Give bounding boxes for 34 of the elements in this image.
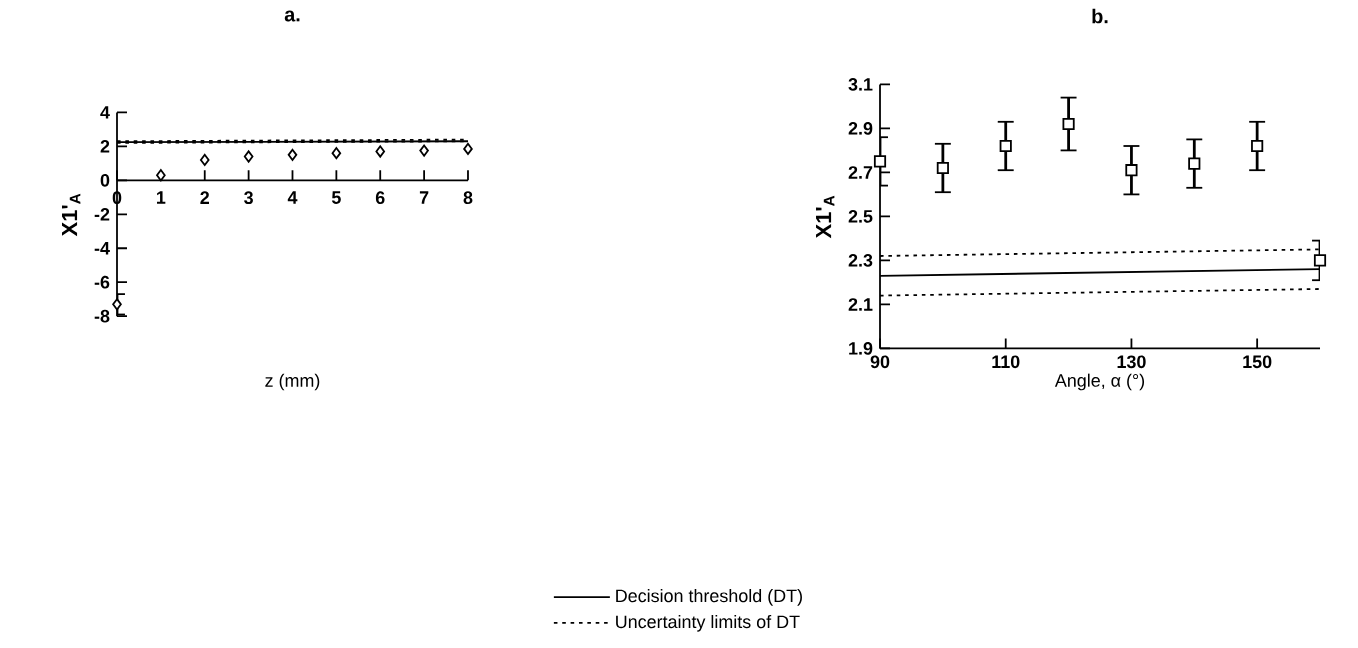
y-axis-title: X1'$_{A}$: [816, 195, 835, 239]
x-tick-label: 5: [331, 191, 341, 204]
y-tick-label: -8: [94, 309, 110, 323]
chart-title: a.: [284, 10, 300, 22]
x-tick-label: 3: [244, 191, 253, 205]
x-tick-label: 130: [1117, 355, 1146, 369]
x-tick-label: 110: [992, 355, 1020, 369]
y-tick-label: 2: [100, 140, 110, 153]
x-tick-label: 8: [463, 191, 473, 205]
y-tick-label: 2.7: [848, 166, 873, 179]
y-tick-label: 2.1: [848, 298, 873, 311]
x-tick-label: 90: [870, 355, 890, 369]
y-tick-label: 0: [100, 173, 110, 187]
y-axis-title: X1'$_{A}$: [62, 193, 81, 237]
y-tick-label: 3.1: [848, 78, 873, 91]
y-tick-label: -6: [94, 275, 110, 289]
x-tick-label: 2: [200, 191, 210, 204]
x-tick-label: 4: [287, 191, 298, 204]
legend-label: Decision threshold (DT): [616, 589, 802, 606]
x-tick-label: 6: [375, 191, 385, 205]
x-tick-label: 150: [1243, 355, 1272, 369]
x-axis-title: z (mm): [265, 373, 320, 391]
y-tick-label: -4: [94, 242, 110, 255]
y-tick-label: 1.9: [849, 342, 873, 355]
y-tick-label: 2.5: [848, 210, 873, 223]
chart-title: b.: [1092, 8, 1108, 24]
x-tick-label: 1: [157, 191, 166, 204]
y-tick-label: -2: [94, 208, 110, 221]
y-tick-label: 2.9: [848, 122, 873, 135]
y-tick-label: 2.3: [848, 254, 873, 267]
x-axis-title: Angle, α (°): [1054, 373, 1145, 391]
legend-label: Uncertainty limits of DT: [616, 614, 800, 632]
x-tick-label: 7: [419, 191, 429, 204]
y-tick-label: 4: [100, 106, 110, 119]
